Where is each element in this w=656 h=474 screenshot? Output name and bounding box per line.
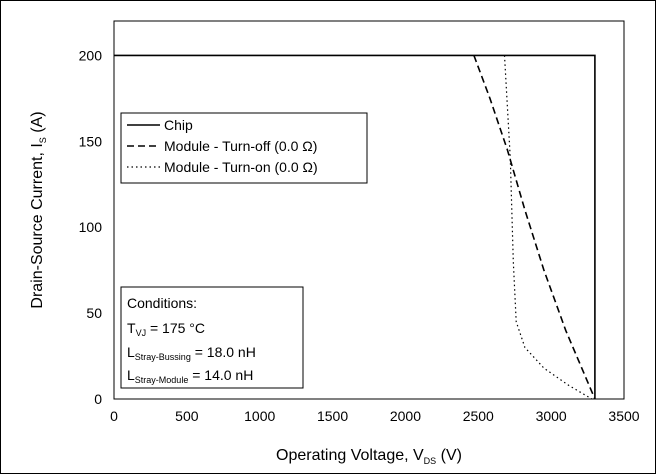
y-axis-title: Drain-Source Current, IS (A): [29, 111, 48, 308]
y-tick-label: 50: [86, 305, 102, 321]
series-line-dotted: [503, 55, 593, 400]
x-tick-label: 3500: [608, 408, 639, 424]
series-lines: [114, 54, 596, 400]
condition-bussing-inductance: LStray-Bussing = 18.0 nH: [127, 344, 256, 362]
x-tick-label: 1500: [317, 408, 348, 424]
x-tick-label: 2500: [463, 408, 494, 424]
x-tick-label: 500: [175, 408, 199, 424]
y-tick-label: 100: [79, 219, 103, 235]
conditions-frame: [120, 286, 304, 389]
y-axis-ticks: 0 50 100 150 200: [79, 47, 103, 407]
plot-area: [113, 20, 625, 400]
condition-module-inductance: LStray-Module = 14.0 nH: [127, 367, 253, 385]
x-tick-label: 3000: [536, 408, 567, 424]
legend-box: [120, 112, 368, 184]
y-tick-label: 150: [79, 133, 103, 149]
x-axis-title: Operating Voltage, VDS (V): [276, 447, 462, 466]
legend-label: Module - Turn-off (0.0 Ω): [164, 138, 317, 154]
y-tick-label: 200: [79, 47, 103, 63]
y-tick-label: 0: [94, 391, 102, 407]
conditions-box: Conditions: TVJ = 175 °C LStray-Bussing …: [120, 286, 304, 389]
x-axis-ticks: 0 500 1000 1500 2000 2500 3000 3500: [110, 408, 640, 424]
conditions-title: Conditions:: [127, 295, 197, 311]
condition-temperature: TVJ = 175 °C: [127, 320, 205, 338]
x-tick-label: 0: [110, 408, 118, 424]
series-line-solid: [114, 54, 596, 399]
x-tick-label: 1000: [244, 408, 275, 424]
x-tick-label: 2000: [390, 408, 421, 424]
series-line-dashed: [473, 55, 596, 400]
legend-label: Chip: [164, 117, 193, 133]
legend-label: Module - Turn-on (0.0 Ω): [164, 159, 318, 175]
legend: Chip Module - Turn-off (0.0 Ω) Module - Tu…: [120, 112, 368, 184]
